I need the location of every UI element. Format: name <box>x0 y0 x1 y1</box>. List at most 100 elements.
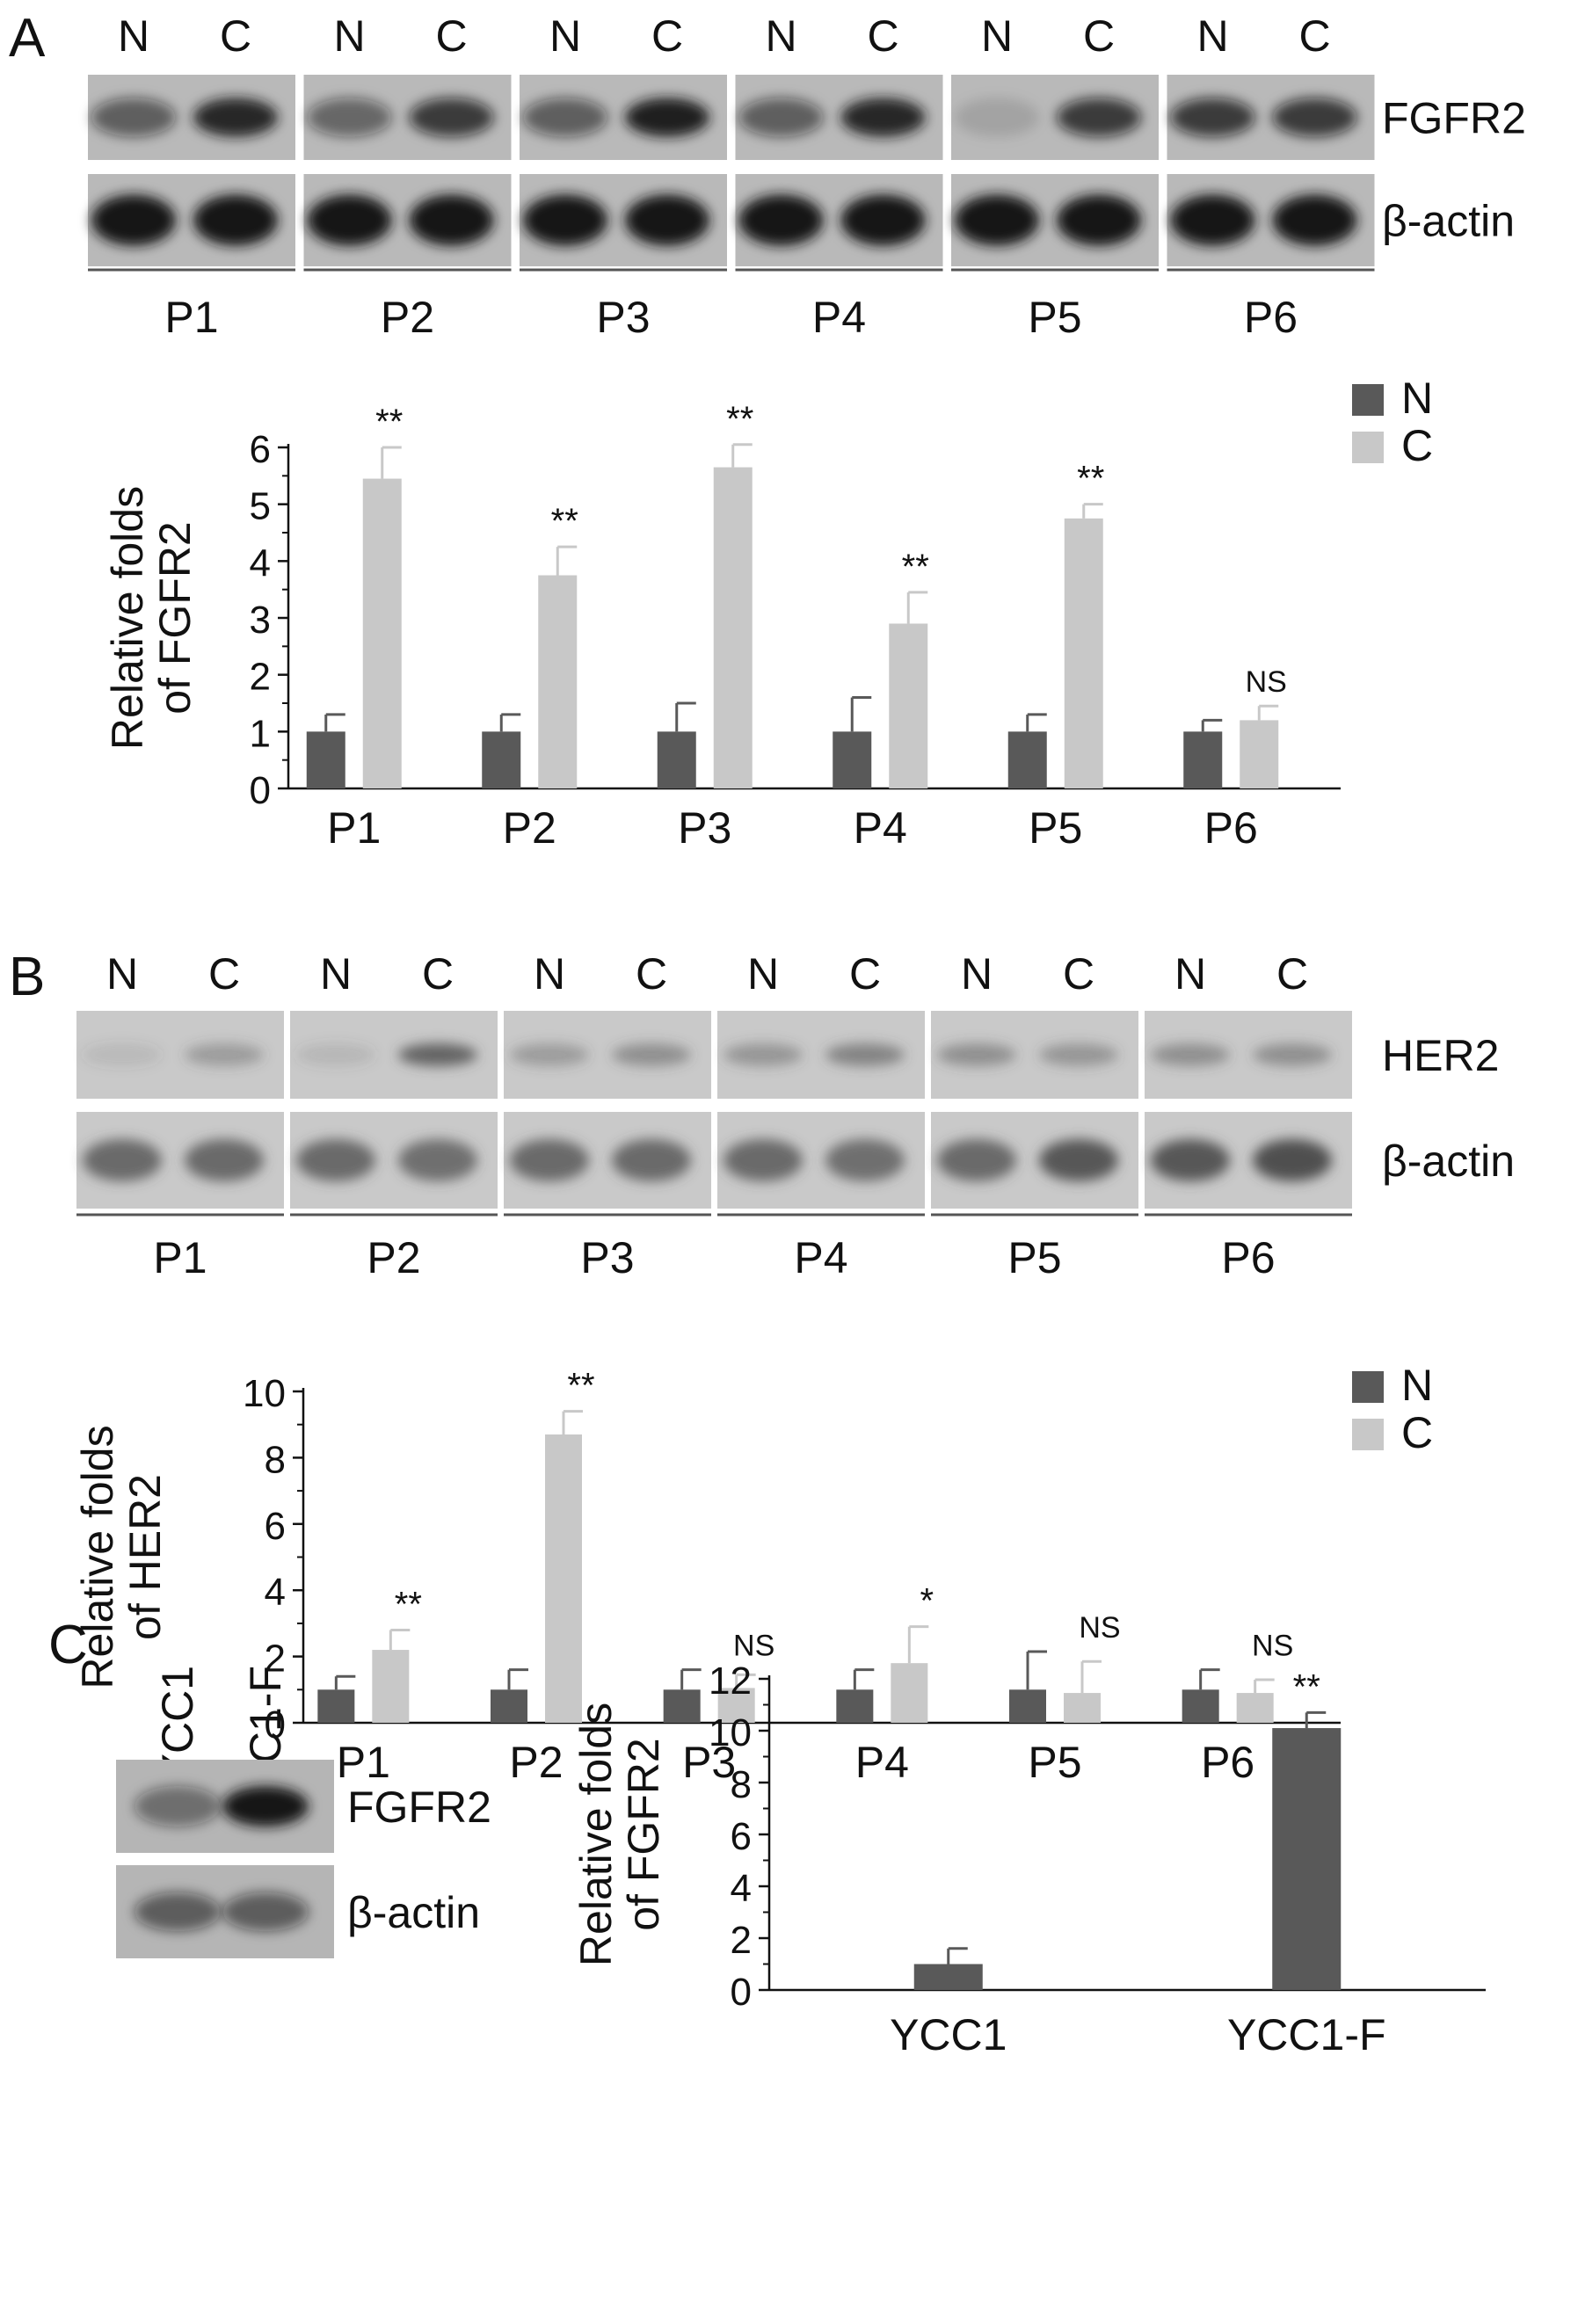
patient-label-p1: P1 <box>164 293 218 342</box>
legend-label-n: N <box>1401 374 1433 423</box>
y-tick-label: 5 <box>250 485 271 528</box>
bar-p6-c <box>1236 1693 1274 1723</box>
lane-label-c: C <box>1083 11 1115 61</box>
protein-label-beta-actin: β-actin <box>1382 1137 1515 1186</box>
patient-label-p5: P5 <box>1007 1233 1061 1282</box>
x-tick-label-p1: P1 <box>337 1738 390 1787</box>
significance-label-p2: ** <box>567 1367 594 1405</box>
lane-label-c: C <box>651 11 683 61</box>
patient-label-p4: P4 <box>812 293 866 342</box>
significance-label-p4: * <box>920 1582 934 1621</box>
band-beta-actin-ycc1-f <box>222 1892 309 1931</box>
bar-p5-c <box>1064 1693 1101 1723</box>
significance-label-p3: NS <box>733 1630 774 1663</box>
band-fgfr2-p3-c <box>625 98 709 137</box>
band-fgfr2-p4-n <box>738 98 824 137</box>
y-axis-label: Relative folds <box>571 1703 621 1966</box>
legend-label-c: C <box>1401 1408 1433 1457</box>
x-tick-label-p3: P3 <box>678 803 731 853</box>
band-fgfr2-p2-n <box>307 98 392 137</box>
x-tick-label-p3: P3 <box>682 1738 736 1787</box>
patient-label-p2: P2 <box>367 1233 420 1282</box>
band-fgfr2-p1-n <box>91 98 176 137</box>
y-tick-label: 3 <box>250 599 271 642</box>
lane-label-n: N <box>981 11 1013 61</box>
band-fgfr2-p6-c <box>1272 98 1357 137</box>
bar-p6-c <box>1240 720 1279 788</box>
x-tick-label-ycc1: YCC1 <box>890 2010 1007 2059</box>
lane-label-n: N <box>1174 949 1206 999</box>
x-tick-label-p6: P6 <box>1201 1738 1254 1787</box>
band-her2-p6-c <box>1253 1043 1332 1066</box>
x-tick-label-p4: P4 <box>854 803 907 853</box>
significance-label-p1: ** <box>395 1585 422 1623</box>
lane-label-c: C <box>1063 949 1094 999</box>
lane-label-c: C <box>1298 11 1330 61</box>
band-beta-actin-p6-n <box>1170 194 1255 246</box>
y-tick-label: 10 <box>243 1372 286 1415</box>
y-tick-label: 4 <box>731 1867 752 1910</box>
y-tick-label: 0 <box>265 1703 286 1747</box>
protein-label-beta-actin: β-actin <box>347 1888 480 1937</box>
band-beta-actin-p4-c <box>840 194 926 246</box>
lane-label-n: N <box>765 11 796 61</box>
x-tick-label-p2: P2 <box>503 803 556 853</box>
bar-p4-c <box>891 1663 928 1723</box>
patient-label-p3: P3 <box>580 1233 634 1282</box>
band-fgfr2-p6-n <box>1170 98 1255 137</box>
y-axis-label: Relative folds <box>73 1425 122 1689</box>
y-axis-label: of FGFR2 <box>619 1738 668 1930</box>
band-fgfr2-p5-n <box>955 98 1039 137</box>
patient-label-p1: P1 <box>153 1233 207 1282</box>
panel-letter-c: C <box>48 1615 88 1675</box>
y-tick-label: 1 <box>250 712 271 755</box>
band-beta-actin-p4-n <box>724 1139 803 1181</box>
significance-label-p1: ** <box>375 403 403 441</box>
band-her2-p3-n <box>510 1043 589 1066</box>
band-fgfr2-p3-n <box>523 98 607 137</box>
band-beta-actin-ycc1 <box>135 1892 221 1931</box>
significance-label-p2: ** <box>551 502 578 541</box>
band-her2-p1-n <box>83 1043 162 1066</box>
y-tick-label: 12 <box>709 1659 752 1703</box>
band-fgfr2-ycc1 <box>135 1786 221 1827</box>
lane-label-c: C <box>435 11 467 61</box>
band-fgfr2-p2-c <box>409 98 494 137</box>
panel-letter-b: B <box>9 947 45 1007</box>
significance-label-ycc1-f: ** <box>1293 1667 1320 1706</box>
significance-label-p5: NS <box>1079 1611 1120 1645</box>
bar-ycc1-f <box>1272 1728 1342 1990</box>
band-beta-actin-p1-c <box>193 194 278 246</box>
patient-label-p4: P4 <box>794 1233 847 1282</box>
band-beta-actin-p2-c <box>398 1139 477 1181</box>
y-tick-label: 2 <box>265 1638 286 1681</box>
significance-label-p6: NS <box>1252 1630 1293 1663</box>
x-tick-label-ycc1-f: YCC1-F <box>1227 2010 1386 2059</box>
bar-p6-n <box>1183 731 1223 788</box>
band-her2-p2-c <box>398 1043 477 1066</box>
significance-label-p4: ** <box>902 548 929 586</box>
bar-p1-n <box>306 731 345 788</box>
band-her2-p1-c <box>185 1043 264 1066</box>
lane-label-n: N <box>961 949 993 999</box>
y-axis-label: of FGFR2 <box>150 521 200 714</box>
band-her2-p6-n <box>1151 1043 1230 1066</box>
bar-p4-n <box>833 731 872 788</box>
band-beta-actin-p2-n <box>296 1139 375 1181</box>
x-tick-label-p4: P4 <box>855 1738 909 1787</box>
lane-label-c: C <box>422 949 454 999</box>
bar-p2-c <box>538 575 578 788</box>
bar-p3-n <box>657 731 696 788</box>
band-beta-actin-p3-c <box>625 194 709 246</box>
significance-label-p5: ** <box>1077 460 1104 498</box>
lane-label-n: N <box>747 949 779 999</box>
bar-p1-c <box>372 1650 410 1723</box>
legend-swatch-c <box>1352 432 1384 463</box>
band-fgfr2-p5-c <box>1057 98 1141 137</box>
bar-p6-n <box>1182 1689 1219 1723</box>
legend-swatch-n <box>1352 1371 1384 1403</box>
protein-label-her2: HER2 <box>1382 1031 1499 1080</box>
x-tick-label-p5: P5 <box>1029 803 1082 853</box>
